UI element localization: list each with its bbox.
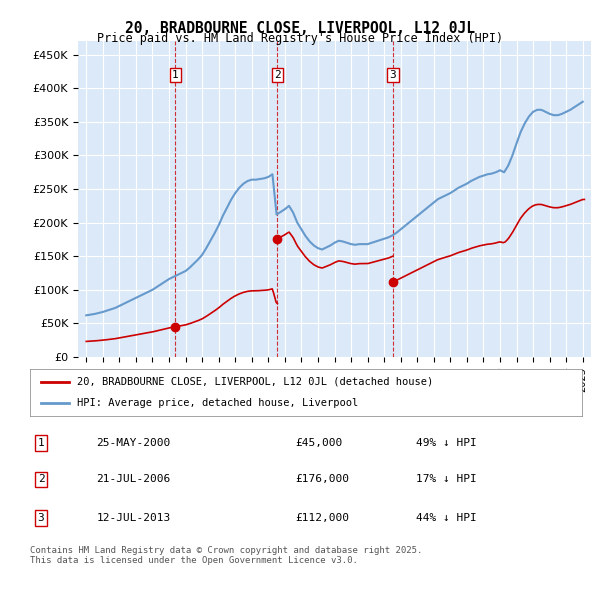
Text: 1: 1 bbox=[38, 438, 44, 448]
Text: 49% ↓ HPI: 49% ↓ HPI bbox=[416, 438, 477, 448]
Text: HPI: Average price, detached house, Liverpool: HPI: Average price, detached house, Live… bbox=[77, 398, 358, 408]
Text: 20, BRADBOURNE CLOSE, LIVERPOOL, L12 0JL (detached house): 20, BRADBOURNE CLOSE, LIVERPOOL, L12 0JL… bbox=[77, 377, 433, 387]
Text: 12-JUL-2013: 12-JUL-2013 bbox=[96, 513, 170, 523]
Text: £112,000: £112,000 bbox=[295, 513, 349, 523]
Text: 20, BRADBOURNE CLOSE, LIVERPOOL, L12 0JL: 20, BRADBOURNE CLOSE, LIVERPOOL, L12 0JL bbox=[125, 21, 475, 35]
Text: 25-MAY-2000: 25-MAY-2000 bbox=[96, 438, 170, 448]
Text: £45,000: £45,000 bbox=[295, 438, 342, 448]
Text: £176,000: £176,000 bbox=[295, 474, 349, 484]
Text: 3: 3 bbox=[389, 70, 396, 80]
Text: 2: 2 bbox=[274, 70, 281, 80]
Text: Price paid vs. HM Land Registry's House Price Index (HPI): Price paid vs. HM Land Registry's House … bbox=[97, 32, 503, 45]
Text: 2: 2 bbox=[38, 474, 44, 484]
Text: 3: 3 bbox=[38, 513, 44, 523]
Text: 1: 1 bbox=[172, 70, 179, 80]
Text: 17% ↓ HPI: 17% ↓ HPI bbox=[416, 474, 477, 484]
Text: 21-JUL-2006: 21-JUL-2006 bbox=[96, 474, 170, 484]
Text: 44% ↓ HPI: 44% ↓ HPI bbox=[416, 513, 477, 523]
Text: Contains HM Land Registry data © Crown copyright and database right 2025.
This d: Contains HM Land Registry data © Crown c… bbox=[30, 546, 422, 565]
